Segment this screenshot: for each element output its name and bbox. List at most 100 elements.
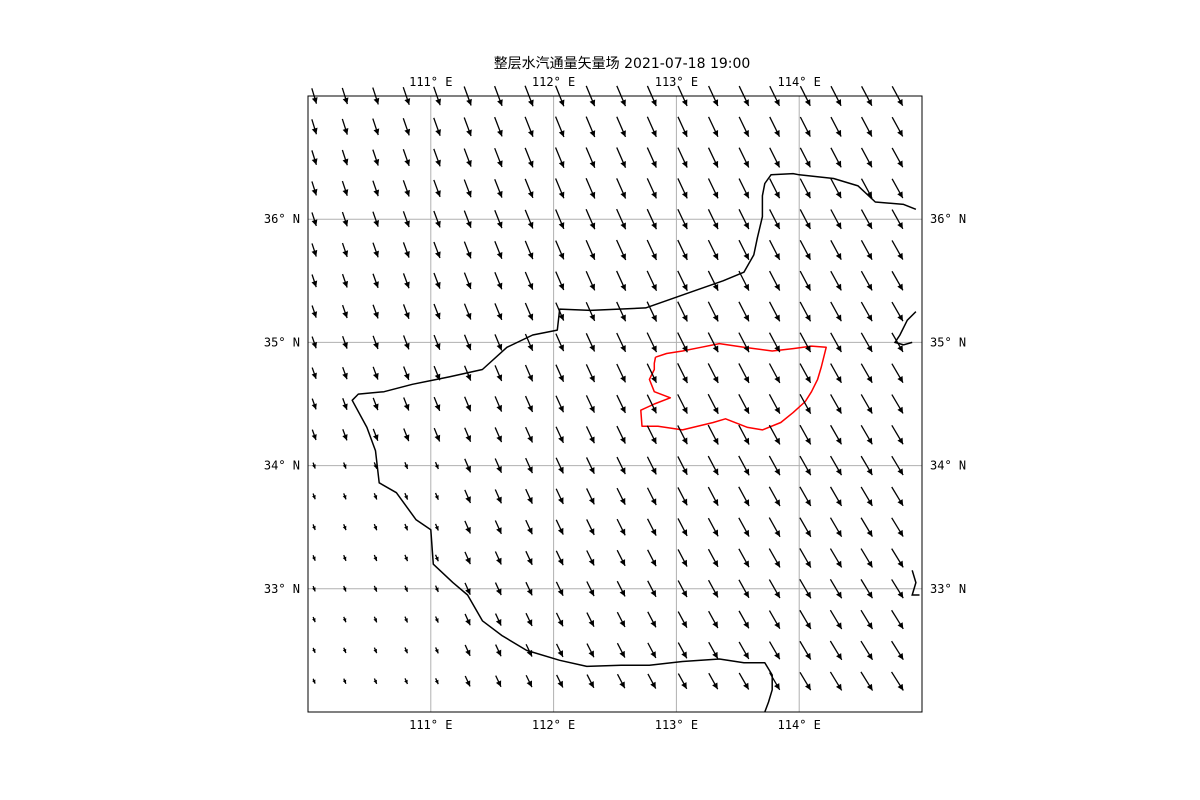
- vector-arrow: [342, 524, 347, 531]
- vector-arrow: [707, 363, 719, 384]
- vector-arrow: [891, 579, 904, 599]
- vector-arrow: [525, 550, 533, 566]
- vector-arrow: [555, 488, 564, 505]
- vector-arrow: [524, 364, 534, 382]
- province-boundary: [351, 172, 917, 713]
- vector-arrow: [616, 239, 627, 261]
- vector-arrow: [373, 616, 378, 623]
- vector-arrow: [311, 336, 317, 349]
- vector-arrow: [830, 301, 842, 322]
- vector-arrow: [860, 147, 873, 168]
- vector-arrow: [616, 363, 627, 383]
- vector-arrow: [799, 671, 812, 691]
- vector-arrow: [372, 118, 380, 136]
- vector-arrow: [555, 457, 564, 474]
- vector-arrow: [433, 427, 441, 442]
- vector-arrow: [555, 581, 564, 597]
- vector-arrow: [860, 394, 873, 414]
- vector-arrow: [891, 640, 904, 661]
- vector-arrow: [646, 208, 658, 230]
- vector-arrow: [677, 178, 688, 199]
- vector-arrow: [341, 304, 348, 319]
- vector-arrow: [677, 394, 688, 414]
- vector-arrow: [311, 398, 317, 410]
- vector-arrow: [495, 675, 502, 688]
- vector-arrow: [372, 149, 380, 166]
- vector-arrow: [311, 181, 318, 196]
- vector-arrow: [890, 671, 904, 691]
- vector-arrow: [860, 671, 874, 691]
- vector-arrow: [494, 489, 502, 504]
- vector-arrow: [830, 240, 842, 260]
- vector-arrow: [708, 672, 719, 690]
- vector-arrow: [616, 518, 626, 536]
- vector-arrow: [891, 486, 904, 507]
- vector-arrow: [677, 425, 688, 445]
- east-boundary: [893, 311, 917, 346]
- vector-arrow: [402, 304, 410, 320]
- vector-arrow: [707, 301, 719, 322]
- vector-arrow: [891, 455, 904, 476]
- vector-arrow: [586, 612, 595, 627]
- vector-arrow: [434, 616, 439, 623]
- vector-arrow: [585, 271, 596, 291]
- vector-arrow: [799, 209, 812, 230]
- vector-arrow: [464, 520, 471, 534]
- vector-arrow: [646, 456, 657, 475]
- vector-arrow: [342, 585, 347, 592]
- vector-arrow: [464, 613, 471, 626]
- vector-arrow: [768, 610, 781, 629]
- vector-arrow: [799, 424, 812, 445]
- vector-arrow: [799, 116, 811, 137]
- vector-arrow: [830, 270, 842, 291]
- vector-arrow: [738, 455, 750, 476]
- vector-arrow: [524, 147, 534, 168]
- vector-arrow: [738, 363, 750, 384]
- vector-arrow: [891, 301, 904, 322]
- vector-arrow: [799, 640, 812, 660]
- vector-arrow: [768, 641, 781, 660]
- vector-arrow: [342, 678, 347, 684]
- vector-arrow: [829, 486, 843, 507]
- vector-arrow: [646, 425, 657, 445]
- vector-arrow: [494, 303, 503, 321]
- vector-arrow: [463, 210, 472, 229]
- vector-arrow: [616, 301, 627, 322]
- vector-arrow: [738, 116, 750, 137]
- vector-arrow: [525, 457, 534, 474]
- vector-arrow: [585, 364, 596, 383]
- vector-arrow: [830, 332, 842, 353]
- vector-arrow: [433, 117, 441, 136]
- vector-arrow: [494, 178, 503, 198]
- vector-arrow: [707, 455, 719, 476]
- vector-arrow: [738, 147, 750, 168]
- vector-arrow: [585, 239, 596, 261]
- vector-arrow: [524, 302, 534, 321]
- vector-arrow: [860, 301, 873, 322]
- vector-arrow: [677, 116, 688, 138]
- vector-arrow: [555, 178, 565, 199]
- vector-arrow: [494, 365, 503, 382]
- vector-arrow: [585, 426, 595, 444]
- vector-arrow: [616, 580, 626, 597]
- vector-arrow: [434, 554, 439, 562]
- vector-arrow: [433, 365, 441, 381]
- vector-arrow: [463, 148, 472, 167]
- vector-arrow: [555, 612, 564, 627]
- vector-arrow: [829, 640, 843, 661]
- vector-arrow: [434, 523, 439, 531]
- vector-arrow: [372, 397, 379, 411]
- vector-arrow: [494, 147, 503, 168]
- vector-arrow: [860, 363, 873, 384]
- vector-arrow: [372, 180, 380, 197]
- vector-arrow: [738, 239, 750, 261]
- vector-arrow: [312, 493, 316, 500]
- vector-arrow: [373, 493, 378, 500]
- vector-arrow: [464, 427, 472, 443]
- vector-arrow: [860, 548, 873, 568]
- vector-arrow: [799, 301, 812, 322]
- vector-arrow: [373, 647, 378, 654]
- vector-arrow: [464, 551, 471, 565]
- vector-arrow: [586, 519, 595, 536]
- vector-arrow: [402, 118, 411, 136]
